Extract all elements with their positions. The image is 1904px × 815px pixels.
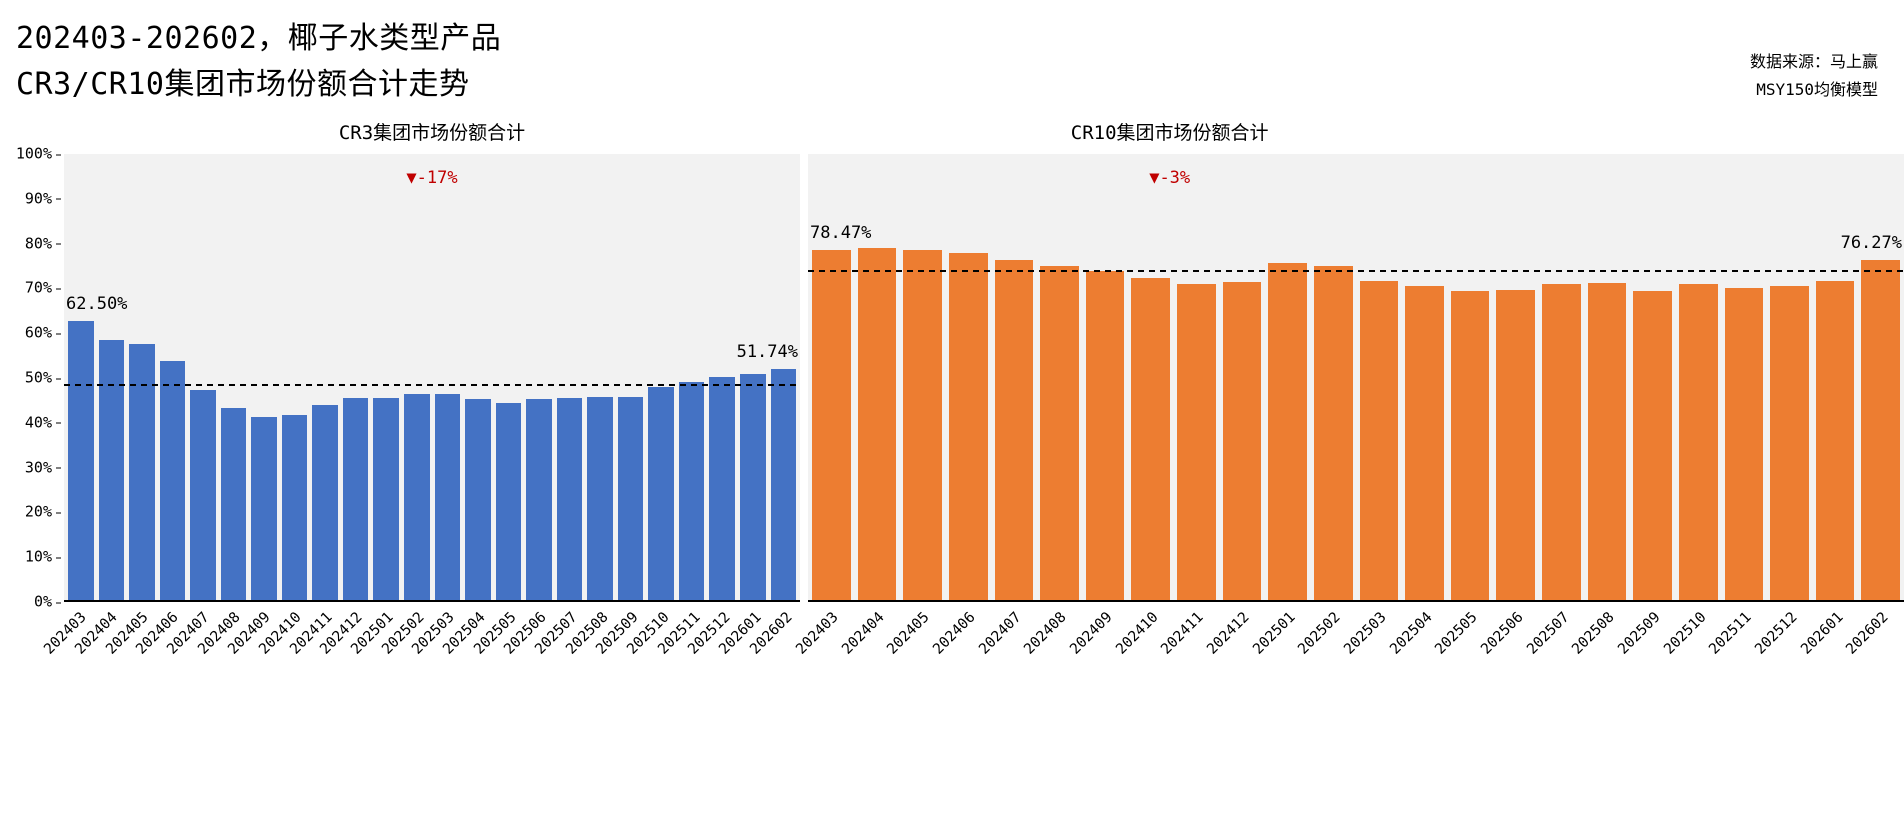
bar-202403 [68,321,94,600]
bar-202501 [1268,262,1307,600]
bar-202407 [190,389,216,600]
bar-202510 [648,387,674,600]
bar-202405 [903,249,942,600]
bar-202403 [812,250,851,600]
cr10-chart-body: CR10集团市场份额合计 ▼-3% 78.47% 76.27% 202403 20… [793,114,1904,672]
cr3-reference-line [64,383,800,386]
bar-202509 [1633,290,1672,600]
bar-202408 [220,408,247,600]
bar-202411 [1177,284,1216,600]
bar-202508 [1587,282,1627,600]
bar-202410 [1131,277,1170,600]
bar-202602 [770,369,797,600]
page-title-line2: CR3/CR10集团市场份额合计走势 [16,67,470,102]
y-axis-tick-label: 50% [24,368,62,387]
bar-202502 [404,394,430,600]
cr10-first-value-label: 78.47% [810,223,872,244]
bar-202503 [1359,280,1399,600]
cr3-plot-area: ▼-17% 62.50% 51.74% [64,154,800,602]
y-axis-tick-label: 90% [24,189,62,208]
cr10-chart: CR10集团市场份额合计 ▼-3% 78.47% 76.27% 202403 20… [793,114,1904,672]
bar-202504 [1405,285,1444,600]
cr10-last-value-label: 76.27% [1840,232,1902,253]
y-axis-tick-label: 60% [24,323,62,342]
cr3-delta-text: -17% [416,168,458,188]
cr3-chart: 0% 10% 20% 30% 40% 50% 60% 70% 80% 90% 100% CR3集团市… [0,114,800,672]
bar-202602 [1861,259,1900,600]
bar-202510 [1678,284,1718,600]
y-axis-tick-label: 40% [24,413,62,432]
bar-202409 [251,417,277,600]
bar-202509 [617,396,644,600]
bar-202507 [556,397,583,600]
cr3-chart-body: 0% 10% 20% 30% 40% 50% 60% 70% 80% 90% 100% CR3集团市… [0,114,800,672]
page-title: 202403-202602，椰子水类型产品 CR3/CR10集团市场份额合计走势 [16,16,1904,108]
cr10-plot-column: CR10集团市场份额合计 ▼-3% 78.47% 76.27% 202403 20… [793,114,1904,672]
cr10-x-axis-labels: 202403 202404 202405 202406 202407 202408 2024… [793,602,1904,672]
cr3-chart-title: CR3集团市场份额合计 [338,122,526,144]
y-axis-tick-label: 30% [24,458,62,477]
bar-202503 [434,394,461,600]
data-source-line1: 数据来源：马上赢 [1749,52,1878,71]
y-axis: 0% 10% 20% 30% 40% 50% 60% 70% 80% 90% 100% [0,146,64,609]
bar-202404 [98,340,125,600]
cr3-first-value-label: 62.50% [66,294,128,315]
bar-202409 [1085,270,1125,600]
bar-202504 [465,399,491,600]
data-source-note: 数据来源：马上赢 MSY150均衡模型 [1750,48,1878,104]
cr10-bars [808,154,1904,600]
page-title-line1: 202403-202602，椰子水类型产品 [16,21,502,56]
bar-202512 [709,377,736,600]
y-axis-tick-label: 0% [33,592,62,611]
bar-202412 [1222,281,1262,600]
bar-202408 [1040,265,1079,600]
bar-202506 [526,399,552,600]
data-source-line2: MSY150均衡模型 [1756,80,1878,99]
bar-202406 [159,361,186,600]
bar-202512 [1770,285,1809,600]
bar-202508 [587,396,613,600]
cr3-x-axis-labels: 202403 202404 202405 202406 202407 202408 2024… [42,602,800,672]
bar-202506 [1496,289,1535,600]
bar-202412 [342,397,369,600]
cr10-delta-text: -3% [1159,168,1191,188]
cr3-delta-annotation: ▼-17% [406,168,457,188]
charts-row: 0% 10% 20% 30% 40% 50% 60% 70% 80% 90% 100% CR3集团市… [0,114,1904,672]
bar-202601 [1815,280,1855,600]
decline-triangle-icon: ▼ [406,168,417,188]
bar-202511 [678,382,705,600]
bar-202505 [1450,290,1490,600]
y-axis-tick-label: 20% [24,502,62,521]
cr3-plot-column: CR3集团市场份额合计 ▼-17% 62.50% 51.74% 202403 20… [42,114,800,672]
cr10-reference-line [808,270,1904,273]
y-axis-tick-label: 100% [15,144,62,163]
bar-202505 [495,403,522,600]
cr10-plot-area: ▼-3% 78.47% 76.27% [808,154,1904,602]
bar-202407 [994,259,1034,600]
cr3-bars [64,154,800,600]
bar-202501 [373,397,400,600]
y-axis-tick-label: 80% [24,234,62,253]
cr10-subtitle-row: CR10集团市场份额合计 [808,114,1904,154]
report-header: 202403-202602，椰子水类型产品 CR3/CR10集团市场份额合计走势… [0,0,1904,114]
cr3-last-value-label: 51.74% [736,342,798,363]
decline-triangle-icon: ▼ [1149,168,1160,188]
bar-202502 [1313,265,1353,600]
cr10-chart-title: CR10集团市场份额合计 [1070,122,1269,144]
bar-202507 [1542,283,1581,600]
bar-202406 [948,252,988,600]
cr3-subtitle-row: CR3集团市场份额合计 [64,114,800,154]
bar-202410 [281,414,308,600]
bar-202601 [740,374,766,600]
y-axis-tick-label: 70% [24,278,62,297]
bar-202511 [1724,288,1764,600]
bar-202404 [857,247,897,600]
cr10-delta-annotation: ▼-3% [1149,168,1190,188]
y-axis-tick-label: 10% [24,547,62,566]
bar-202411 [312,405,338,600]
bar-202405 [129,344,155,600]
